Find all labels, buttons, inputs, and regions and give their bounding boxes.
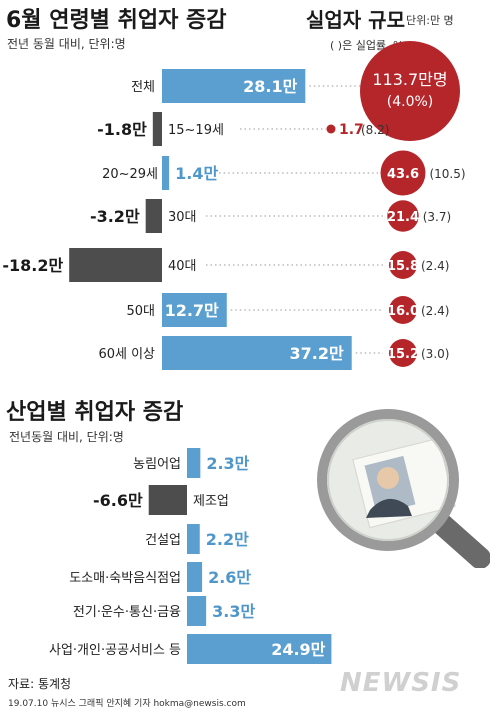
unemployment-rate-label: (2.4) [421,304,449,318]
industry-bar [187,562,203,592]
age-bar [162,336,352,370]
industry-value-label: 2.6만 [208,568,251,587]
unemployment-circle [389,339,417,367]
industry-value-label: 3.3만 [212,602,255,621]
unemployment-rate-label: (3.0) [421,347,449,361]
industry-chart-title: 산업별 취업자 증감 [6,400,184,425]
age-category-label: 15~19세 [168,123,224,138]
industry-bar [187,596,207,626]
age-bar [69,248,162,282]
age-category-label: 20~29세 [102,167,158,182]
age-category-label: 60세 이상 [98,347,155,362]
industry-bar [187,634,332,664]
age-category-label: 전체 [131,80,155,95]
industry-value-label: 2.3만 [206,454,249,473]
age-value-label: 37.2만 [290,344,344,363]
age-bar [162,156,170,190]
source-label: 자료: 통계청 [8,677,72,691]
age-chart-title: 6월 연령별 취업자 증감 [6,8,227,33]
unemployment-rate-label: (10.5) [429,167,465,181]
age-value-label: -1.8만 [97,120,147,139]
age-value-label: 12.7만 [165,301,219,320]
unemployment-circle [387,200,419,232]
age-bar [152,112,162,146]
unemployment-value-label: 16.0 [387,304,419,319]
industry-bar [187,448,201,478]
unemployment-value-label: 15.8 [387,259,419,274]
unemployment-circle [389,251,417,279]
age-category-label: 50대 [126,304,155,319]
unemployment-circle [380,150,426,196]
age-value-label: 1.4만 [175,164,218,183]
industry-chart-subtitle: 전년동월 대비, 단위:명 [9,430,124,444]
credit-label: 19.07.10 뉴시스 그래픽 안지혜 기자 hokma@newsis.com [8,699,246,709]
age-value-label: -3.2만 [90,207,140,226]
unemployment-unit: 단위:만 명 [406,14,454,27]
age-category-label: 30대 [168,210,197,225]
industry-category-label: 도소매·숙박음식점업 [69,571,181,586]
unemployment-value-label: 43.6 [387,167,419,182]
industry-bar [148,485,187,515]
unemployment-circle [360,41,460,141]
industry-value-label: 2.2만 [206,530,249,549]
industry-category-label: 전기·운수·통신·금융 [73,605,181,620]
age-category-label: 40대 [168,259,197,274]
age-chart-subtitle: 전년 동월 대비, 단위:명 [7,37,126,51]
industry-bar [187,524,200,554]
unemployment-rate-label: (3.7) [423,210,451,224]
unemployment-title: 실업자 규모 [306,8,405,32]
unemployment-value-label: 21.4 [387,210,419,225]
industry-category-label: 건설업 [145,533,181,548]
age-value-label: -18.2만 [2,256,63,275]
age-value-label: 28.1만 [243,77,297,96]
age-bar [162,69,306,103]
industry-category-label: 사업·개인·공공서비스 등 [49,643,181,658]
age-bar [145,199,162,233]
unemployment-rate-label: (8.2) [361,123,389,137]
industry-category-label: 농림어업 [133,457,181,472]
industry-value-label: 24.9만 [271,640,325,659]
industry-value-label: -6.6만 [93,491,143,510]
unemployment-value-label: 15.2 [387,347,419,362]
magnifier-icon [317,409,490,568]
newsis-logo: NEWSIS [340,668,462,698]
unemployment-circle [326,124,336,134]
unemployment-rate-label: (2.4) [421,259,449,273]
unemployment-value-label: 113.7만명 [372,70,447,89]
unemployment-circle [389,296,417,324]
unemployment-value-label: 1.7 [339,122,364,138]
unemployment-rate-label: (4.0%) [387,94,434,110]
industry-category-label: 제조업 [193,494,229,509]
age-bar [162,293,227,327]
